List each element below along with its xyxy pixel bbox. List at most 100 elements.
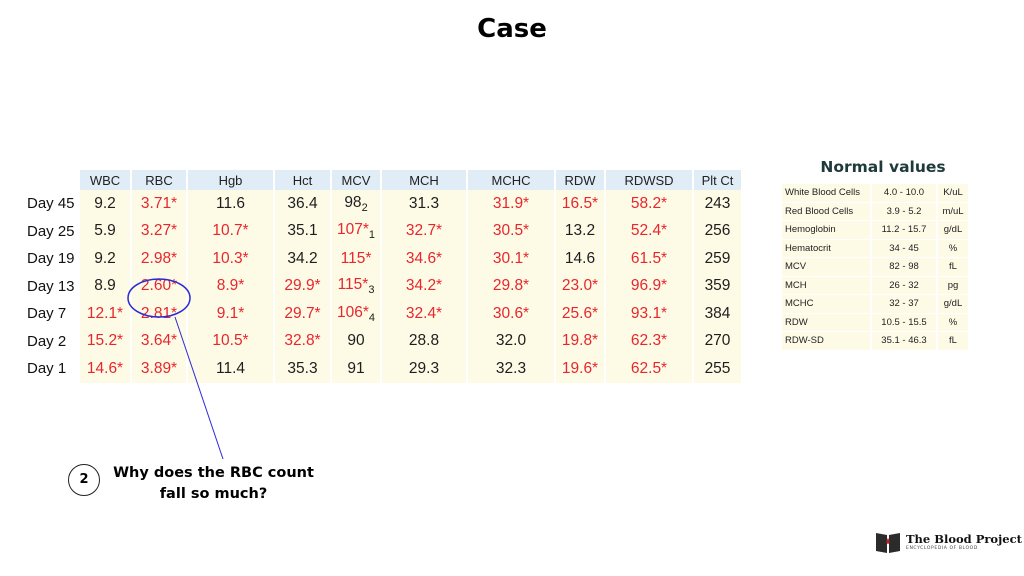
cell-value: 30.6* — [492, 304, 530, 322]
cell-value: 31.3 — [408, 194, 440, 212]
cell-value: 32.3 — [495, 359, 527, 377]
cell-value: 243 — [704, 194, 731, 212]
table-cell: 3.89* — [132, 355, 188, 383]
page-title: Case — [477, 14, 547, 44]
cell-value: 3.71* — [140, 194, 178, 212]
table-cell: 256 — [694, 217, 743, 245]
table-cell: 11.4 — [188, 355, 275, 383]
lab-table-header: WBC RBC Hgb Hct MCV MCH MCHC RDW RDWSD P… — [27, 170, 743, 190]
table-cell: 255 — [694, 355, 743, 383]
cell-value: 9.2 — [94, 194, 116, 212]
cell-value: 35.3 — [287, 359, 318, 377]
normal-values-body: White Blood Cells 4.0 - 10.0 K/uL Red Blood… — [782, 184, 970, 351]
table-cell: 13.2 — [556, 217, 606, 245]
table-cell: 14.6 — [556, 245, 606, 273]
table-cell: 30.6* — [468, 300, 556, 328]
table-cell: 384 — [694, 300, 743, 328]
cell-value: 11.4 — [215, 359, 246, 377]
cell-value: 29.8* — [492, 277, 530, 295]
cell-value: 10.7* — [212, 222, 249, 240]
cell-value: 35.1 — [287, 222, 318, 240]
table-cell: 62.3* — [606, 327, 694, 355]
table-cell: 270 — [694, 327, 743, 355]
table-cell: 14.6* — [80, 355, 132, 383]
cell-value: 14.6* — [86, 359, 124, 377]
table-cell: 35.1 — [275, 217, 332, 245]
row-day-label: Day 45 — [27, 195, 75, 213]
table-cell: 52.4* — [606, 217, 694, 245]
cell-value: 29.9* — [284, 277, 321, 295]
normal-values-row: RDW-SD 35.1 - 46.3 fL — [782, 332, 970, 351]
cell-value: 36.4 — [287, 194, 318, 212]
normal-values-row: RDW 10.5 - 15.5% — [782, 313, 970, 332]
normal-name: Red Blood Cells — [782, 202, 872, 221]
cell-value: 28.8 — [408, 332, 440, 350]
table-cell: 32.3 — [468, 355, 556, 383]
table-cell: 115*3 — [332, 272, 382, 300]
cell-value: 34.6* — [405, 249, 443, 267]
column-header: RBC — [132, 170, 188, 190]
normal-values-row: Red Blood Cells 3.9 - 5.2 m/uL — [782, 202, 970, 221]
table-cell: 96.9* — [606, 272, 694, 300]
cell-value: 13.2 — [564, 222, 596, 240]
column-header: RDWSD — [606, 170, 694, 190]
question-text: Why does the RBC count fall so much? — [113, 465, 314, 502]
normal-range: 26 - 32 — [872, 276, 938, 295]
table-cell: 2.98* — [132, 245, 188, 273]
table-row: Day 13 8.9 2.60* 8.9* 29.9* 115*3 34.2* 29.8* 23… — [27, 272, 743, 300]
normal-name: MCV — [782, 258, 872, 277]
normal-range: 3.9 - 5.2 — [872, 202, 938, 221]
cell-value: 32.4* — [405, 304, 443, 322]
normal-name: White Blood Cells — [782, 184, 872, 203]
cell-value: 58.2* — [630, 194, 668, 212]
table-cell: 28.8 — [382, 327, 468, 355]
table-cell: 10.3* — [188, 245, 275, 273]
table-cell: 3.27* — [132, 217, 188, 245]
table-cell: 61.5* — [606, 245, 694, 273]
cell-value: 12.1* — [86, 304, 124, 322]
table-cell: 9.2 — [80, 245, 132, 273]
normal-values-row: MCH 26 - 32 pg — [782, 276, 970, 295]
table-cell: 90 — [332, 327, 382, 355]
cell-value: 8.9* — [216, 277, 245, 295]
table-cell: 30.1* — [468, 245, 556, 273]
column-header: WBC — [80, 170, 132, 190]
normal-name: MCH — [782, 276, 872, 295]
row-day-label: Day 25 — [27, 222, 75, 240]
normal-unit: fL — [938, 332, 970, 351]
table-cell: 259 — [694, 245, 743, 273]
header-corner — [27, 170, 80, 190]
cell-value: 3.27* — [140, 222, 178, 240]
table-cell: 12.1* — [80, 300, 132, 328]
cell-value: 359 — [704, 277, 731, 295]
column-header: MCH — [382, 170, 468, 190]
cell-value: 3.64* — [140, 332, 178, 350]
table-cell: 29.3 — [382, 355, 468, 383]
cell-value: 98 — [344, 193, 362, 211]
cell-value: 61.5* — [630, 249, 668, 267]
cell-value: 11.6 — [215, 194, 246, 212]
table-cell: 62.5* — [606, 355, 694, 383]
table-cell: 19.6* — [556, 355, 606, 383]
cell-value: 93.1* — [630, 304, 668, 322]
cell-footnote: 2 — [361, 201, 368, 214]
table-cell: 10.7* — [188, 217, 275, 245]
cell-footnote: 4 — [368, 311, 376, 324]
logo-name: The Blood Project — [906, 532, 1022, 546]
cell-value: 62.3* — [630, 332, 668, 350]
cell-value: 19.8* — [561, 332, 599, 350]
cell-value: 2.60* — [140, 277, 178, 295]
table-cell: 9.2 — [80, 190, 132, 218]
normal-values-row: MCHC 32 - 37 g/dL — [782, 295, 970, 314]
normal-values-row: Hematocrit 34 - 45% — [782, 239, 970, 258]
row-day-label: Day 1 — [27, 360, 67, 378]
column-header: Hgb — [188, 170, 275, 190]
normal-name: Hemoglobin — [782, 221, 872, 240]
normal-values-row: Hemoglobin 11.2 - 15.7 g/dL — [782, 221, 970, 240]
lab-results-table: WBC RBC Hgb Hct MCV MCH MCHC RDW RDWSD P… — [27, 170, 743, 383]
cell-value: 91 — [347, 359, 365, 377]
cell-value: 9.2 — [94, 249, 116, 267]
normal-unit: % — [938, 313, 970, 332]
cell-value: 106* — [336, 303, 369, 321]
normal-range: 32 - 37 — [872, 295, 938, 314]
